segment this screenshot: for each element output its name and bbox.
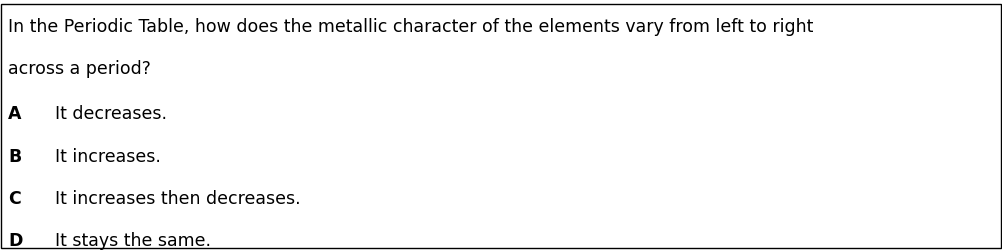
Text: It increases.: It increases. [55, 148, 161, 166]
Text: It increases then decreases.: It increases then decreases. [55, 190, 301, 208]
Text: B: B [8, 148, 21, 166]
Text: A: A [8, 105, 21, 123]
Text: It decreases.: It decreases. [55, 105, 167, 123]
Text: D: D [8, 232, 22, 250]
Text: C: C [8, 190, 21, 208]
Text: across a period?: across a period? [8, 60, 150, 78]
Text: In the Periodic Table, how does the metallic character of the elements vary from: In the Periodic Table, how does the meta… [8, 18, 813, 36]
Text: It stays the same.: It stays the same. [55, 232, 211, 250]
FancyBboxPatch shape [1, 4, 1000, 248]
